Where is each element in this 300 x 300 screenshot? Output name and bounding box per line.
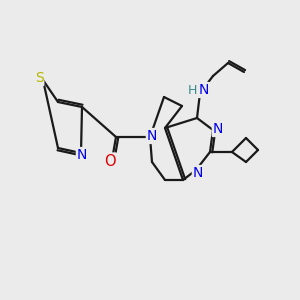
Text: O: O xyxy=(104,154,116,169)
Text: N: N xyxy=(77,148,87,162)
Text: N: N xyxy=(147,129,157,143)
Text: S: S xyxy=(34,71,43,85)
Text: N: N xyxy=(199,83,209,97)
Text: N: N xyxy=(213,122,223,136)
Text: N: N xyxy=(193,166,203,180)
Text: H: H xyxy=(187,85,197,98)
